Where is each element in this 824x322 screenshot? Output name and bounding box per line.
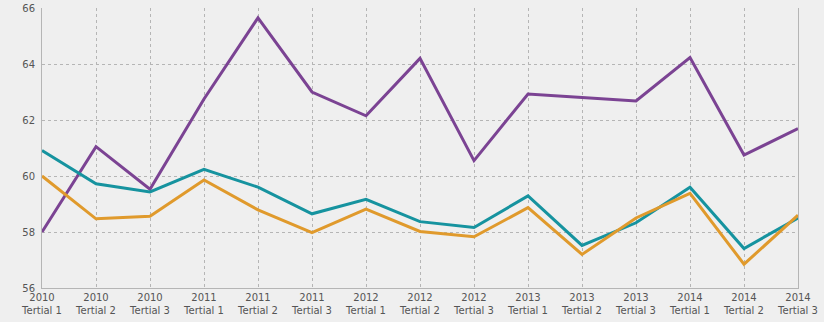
svg-text:2010Tertial 1: 2010Tertial 1 — [21, 292, 62, 316]
svg-text:62: 62 — [22, 115, 35, 126]
svg-text:60: 60 — [22, 171, 35, 182]
svg-text:2012Tertial 2: 2012Tertial 2 — [399, 292, 440, 316]
svg-text:2011Tertial 1: 2011Tertial 1 — [183, 292, 224, 316]
svg-text:2014Tertial 3: 2014Tertial 3 — [777, 292, 818, 316]
svg-text:58: 58 — [22, 227, 35, 238]
svg-text:2011Tertial 2: 2011Tertial 2 — [237, 292, 278, 316]
svg-text:66: 66 — [22, 3, 35, 14]
svg-text:2014Tertial 1: 2014Tertial 1 — [669, 292, 710, 316]
svg-text:64: 64 — [22, 59, 35, 70]
svg-text:2010Tertial 2: 2010Tertial 2 — [75, 292, 116, 316]
svg-text:2012Tertial 3: 2012Tertial 3 — [453, 292, 494, 316]
svg-text:2010Tertial 3: 2010Tertial 3 — [129, 292, 170, 316]
svg-text:2013Tertial 3: 2013Tertial 3 — [615, 292, 656, 316]
svg-text:2013Tertial 1: 2013Tertial 1 — [507, 292, 548, 316]
svg-text:2011Tertial 3: 2011Tertial 3 — [291, 292, 332, 316]
svg-text:2012Tertial 1: 2012Tertial 1 — [345, 292, 386, 316]
svg-text:2014Tertial 2: 2014Tertial 2 — [723, 292, 764, 316]
svg-text:56: 56 — [22, 283, 35, 294]
svg-text:2013Tertial 2: 2013Tertial 2 — [561, 292, 602, 316]
